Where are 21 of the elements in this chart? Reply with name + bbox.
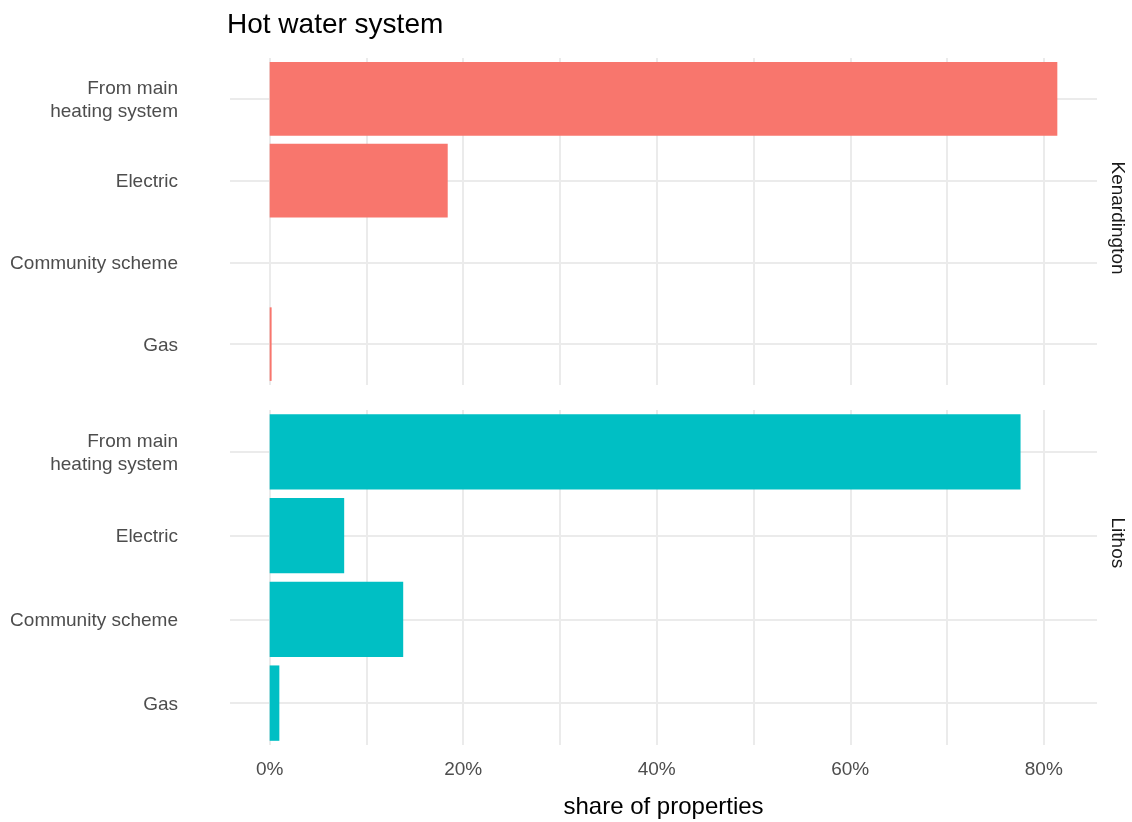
y-tick-label: Gas bbox=[143, 333, 178, 355]
bar bbox=[269, 665, 280, 741]
text: Kenardington bbox=[1108, 161, 1129, 275]
x-tick-label: 20% bbox=[444, 758, 483, 779]
x-tick-label: 60% bbox=[831, 758, 870, 779]
bar bbox=[269, 497, 345, 574]
bar bbox=[269, 414, 1021, 490]
x-tick-label: 80% bbox=[1024, 758, 1063, 779]
bar bbox=[269, 581, 404, 658]
chart-title: Hot water system bbox=[227, 7, 444, 39]
x-tick-label: 40% bbox=[637, 758, 676, 779]
x-axis-title: share of properties bbox=[563, 791, 764, 819]
y-tick-label: Electric bbox=[115, 170, 178, 192]
y-tick-label: Gas bbox=[143, 692, 178, 714]
y-tick-label: From main heating system bbox=[50, 76, 178, 121]
y-tick-label: Electric bbox=[115, 525, 178, 547]
x-tick-label: 0% bbox=[255, 758, 284, 779]
y-tick-label: From main heating system bbox=[50, 429, 178, 474]
y-tick-label: Community scheme bbox=[10, 251, 178, 273]
text: Lithos bbox=[1108, 517, 1129, 569]
y-tick-label: Community scheme bbox=[10, 608, 178, 630]
